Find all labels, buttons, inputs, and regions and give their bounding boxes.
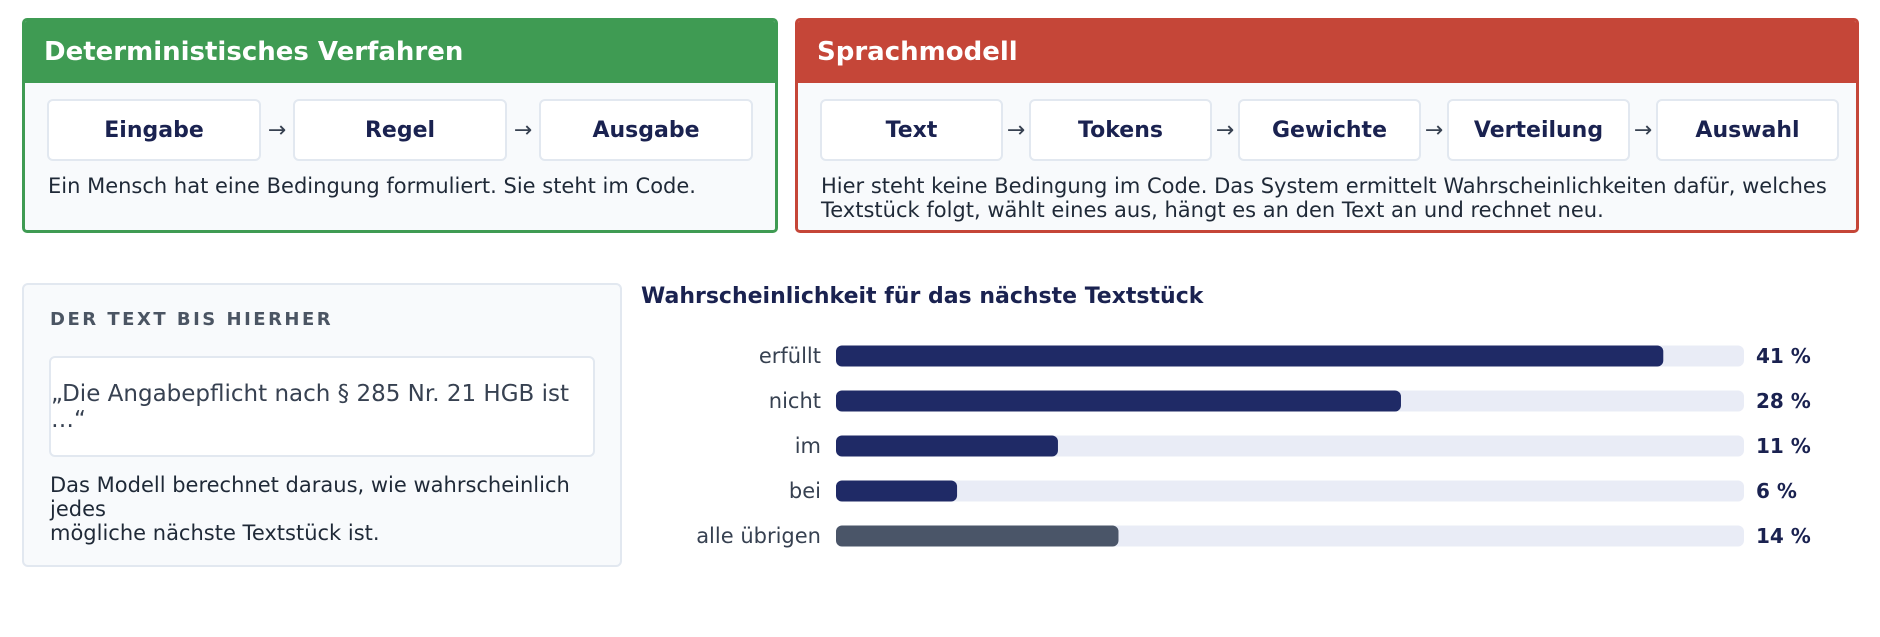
bar-category-label: im <box>795 434 821 458</box>
bar-category-label: erfüllt <box>759 344 821 368</box>
language-model-flow: Text → Tokens → Gewichte → Verteilung → … <box>820 99 1839 161</box>
bar-category-label: alle übrigen <box>696 524 821 548</box>
flow-arrow-icon: → <box>513 117 533 143</box>
language-model-description-line-2: Textstück folgt, wählt eines aus, hängt … <box>821 198 1604 222</box>
language-model-title: Sprachmodell <box>817 37 1018 67</box>
bar-value-label: 6 % <box>1756 479 1797 503</box>
flow-step-verteilung: Verteilung <box>1447 99 1630 161</box>
bar-value-label: 28 % <box>1756 389 1811 413</box>
flow-step-eingabe: Eingabe <box>47 99 261 161</box>
bar-row-1 <box>836 390 1401 412</box>
flow-arrow-icon: → <box>1633 117 1653 143</box>
deterministic-title: Deterministisches Verfahren <box>44 37 464 67</box>
deterministic-description: Ein Mensch hat eine Bedingung formuliert… <box>48 174 696 198</box>
language-model-description-line-1: Hier steht keine Bedingung im Code. Das … <box>821 174 1827 198</box>
context-heading: DER TEXT BIS HIERHER <box>50 309 334 330</box>
flow-step-gewichte: Gewichte <box>1238 99 1421 161</box>
bar-category-label: bei <box>789 479 821 503</box>
context-note-line-1: Das Modell berechnet daraus, wie wahrsch… <box>50 473 570 521</box>
deterministic-flow: Eingabe → Regel → Ausgabe <box>47 99 753 161</box>
bar-value-label: 11 % <box>1756 434 1811 458</box>
bar-value-label: 41 % <box>1756 344 1811 368</box>
flow-arrow-icon: → <box>1006 117 1026 143</box>
flow-arrow-icon: → <box>1424 117 1444 143</box>
context-note: Das Modell berechnet daraus, wie wahrsch… <box>50 473 610 545</box>
bar-category-label: nicht <box>769 389 821 413</box>
bar-row-2 <box>836 435 1058 457</box>
language-model-panel: Sprachmodell Text → Tokens → Gewichte → … <box>795 18 1859 233</box>
flow-step-text: Text <box>820 99 1003 161</box>
language-model-description: Hier steht keine Bedingung im Code. Das … <box>821 174 1827 222</box>
bar-row-0 <box>836 345 1664 367</box>
flow-step-regel: Regel <box>293 99 507 161</box>
bar-value-label: 14 % <box>1756 524 1811 548</box>
flow-step-ausgabe: Ausgabe <box>539 99 753 161</box>
context-quote: „Die Angabepflicht nach § 285 Nr. 21 HGB… <box>49 356 595 457</box>
deterministic-panel-header: Deterministisches Verfahren <box>25 21 775 83</box>
context-box: DER TEXT BIS HIERHER „Die Angabepflicht … <box>22 283 622 567</box>
bar-row-4 <box>836 525 1119 547</box>
bar-row-3 <box>836 480 958 502</box>
context-note-line-2: mögliche nächste Textstück ist. <box>50 521 380 545</box>
language-model-panel-header: Sprachmodell <box>798 21 1856 83</box>
bar-track <box>836 480 1744 502</box>
bar-track <box>836 435 1744 457</box>
deterministic-panel: Deterministisches Verfahren Eingabe → Re… <box>22 18 778 233</box>
flow-step-tokens: Tokens <box>1029 99 1212 161</box>
flow-step-auswahl: Auswahl <box>1656 99 1839 161</box>
flow-arrow-icon: → <box>267 117 287 143</box>
chart-title: Wahrscheinlichkeit für das nächste Texts… <box>641 284 1204 309</box>
flow-arrow-icon: → <box>1215 117 1235 143</box>
